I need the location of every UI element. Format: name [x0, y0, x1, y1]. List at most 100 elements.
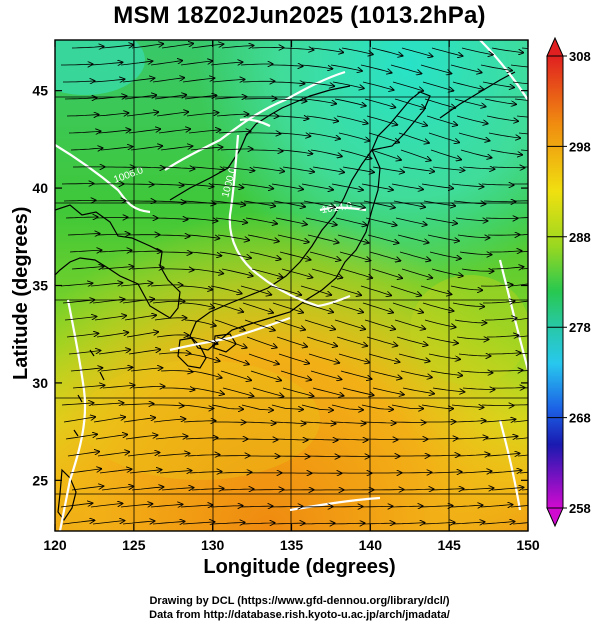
streamline [429, 251, 461, 259]
streamline [213, 200, 245, 205]
streamline [128, 129, 160, 134]
streamline [456, 115, 488, 124]
streamline [429, 472, 462, 473]
streamline [331, 404, 363, 410]
streamline [160, 146, 192, 151]
y-tick-label: 35 [32, 278, 48, 294]
streamline [481, 184, 514, 185]
streamline [68, 351, 100, 355]
streamline [480, 505, 512, 507]
streamline [487, 453, 519, 456]
streamline [69, 469, 101, 474]
streamline [303, 200, 335, 207]
streamline [281, 48, 313, 50]
streamline [187, 234, 219, 238]
streamline [182, 302, 214, 308]
map-title: MSM 18Z02Jun2025 (1013.2hPa) [113, 2, 486, 29]
streamline [120, 283, 152, 286]
streamline [251, 268, 282, 277]
isobar-label: 1014.0 [321, 201, 353, 216]
streamline [367, 234, 399, 243]
streamline [96, 113, 128, 116]
streamline [161, 488, 193, 490]
streamline [130, 368, 162, 372]
streamline [102, 385, 134, 388]
streamline [395, 217, 427, 225]
streamline [423, 200, 455, 206]
streamline [482, 522, 514, 525]
streamline [461, 47, 493, 55]
streamline [64, 98, 97, 99]
streamline [70, 148, 102, 150]
streamline [123, 418, 155, 423]
streamline [453, 201, 485, 204]
streamline [249, 251, 281, 259]
streamline [126, 112, 158, 117]
streamline [459, 471, 491, 473]
streamline [360, 64, 392, 73]
streamline [152, 78, 184, 83]
streamline [274, 99, 306, 101]
streamline [190, 147, 222, 150]
streamline [424, 319, 456, 327]
streamline [332, 81, 364, 88]
streamline [129, 470, 161, 474]
streamline [514, 98, 528, 101]
x-tick-label: 135 [280, 537, 304, 553]
streamline [360, 285, 391, 295]
streamline [272, 523, 305, 524]
streamline [125, 435, 157, 440]
streamline [100, 367, 132, 372]
streamline [182, 522, 214, 524]
streamline [220, 370, 251, 380]
streamline [393, 422, 426, 423]
streamline [91, 403, 123, 405]
streamline [390, 506, 423, 507]
x-tick-label: 145 [437, 537, 461, 553]
streamline [372, 166, 404, 172]
streamline [132, 386, 164, 388]
streamline [483, 201, 516, 202]
streamline [159, 471, 191, 473]
streamline [282, 166, 314, 172]
streamline [362, 302, 393, 313]
streamline [96, 332, 128, 338]
streamline [99, 469, 131, 474]
streamline [154, 95, 186, 100]
streamline [335, 439, 368, 440]
streamline [157, 453, 189, 456]
colorbar-tick-label: 258 [569, 501, 591, 516]
streamline [241, 404, 273, 410]
streamline [482, 81, 514, 87]
streamline [273, 422, 306, 424]
streamline [335, 217, 367, 225]
streamline [240, 285, 271, 295]
streamline [487, 335, 518, 337]
streamline [180, 61, 212, 66]
streamline [131, 44, 163, 49]
streamline [310, 149, 342, 156]
streamline [392, 81, 423, 91]
streamline [459, 252, 491, 255]
streamline [341, 268, 372, 278]
colorbar-tick-label: 268 [569, 411, 591, 426]
streamline [306, 336, 337, 346]
streamline [245, 217, 277, 224]
streamline [245, 439, 278, 440]
streamline [396, 115, 427, 126]
streamline [305, 217, 337, 225]
streamline [391, 404, 423, 409]
streamline [71, 46, 104, 48]
streamline [308, 132, 340, 139]
streamline [428, 353, 460, 359]
streamline [422, 522, 455, 524]
streamline [153, 201, 186, 202]
streamline [372, 387, 404, 395]
streamline [181, 404, 213, 408]
streamline [402, 387, 434, 394]
x-tick-label: 150 [516, 537, 540, 553]
streamline [368, 132, 399, 142]
streamline [308, 353, 339, 363]
streamline [362, 523, 395, 524]
